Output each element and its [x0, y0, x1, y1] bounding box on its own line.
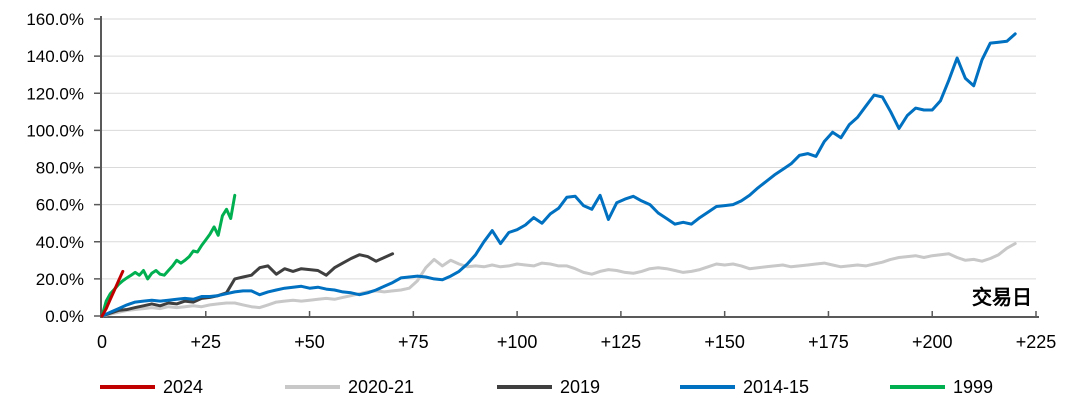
y-axis-label: 40.0%: [36, 233, 84, 252]
x-axis-label: +175: [808, 332, 849, 352]
y-axis-label: 100.0%: [26, 121, 84, 140]
legend-item-2014-15: 2014-15: [680, 372, 809, 402]
legend-item-2024: 2024: [100, 372, 203, 402]
x-axis-label: +225: [1016, 332, 1057, 352]
gridlines: [102, 18, 1036, 280]
legend-item-1999: 1999: [890, 372, 993, 402]
y-axis-label: 80.0%: [36, 159, 84, 178]
y-axis-label: 120.0%: [26, 84, 84, 103]
axis-tick-labels: 0.0% 20.0% 40.0% 60.0% 80.0% 100.0% 120.0% 140.…: [26, 10, 1056, 352]
x-axis-label: +100: [497, 332, 538, 352]
x-axis-title: 交易日: [972, 285, 1032, 309]
y-axis-label: 60.0%: [36, 196, 84, 215]
series-line-2019: [100, 252, 395, 318]
series-line-1999: [100, 193, 237, 318]
x-axis-label: +150: [704, 332, 745, 352]
x-axis-label: 0: [97, 332, 107, 352]
legend-swatch-2019: [497, 385, 552, 389]
legend-swatch-2024: [100, 385, 155, 389]
legend-swatch-2020-21: [285, 385, 340, 389]
axes: [94, 16, 1039, 318]
series-line-2014-15: [100, 32, 1017, 318]
legend-label: 2024: [163, 377, 204, 397]
legend-label: 2014-15: [743, 377, 810, 397]
legend-item-2019: 2019: [497, 372, 600, 402]
legend-swatch-2014-15: [680, 385, 735, 389]
legend-label: 1999: [953, 377, 994, 397]
legend-swatch-1999: [890, 385, 945, 389]
x-axis-label: +25: [191, 332, 222, 352]
x-axis-label: +50: [294, 332, 325, 352]
y-axis-label: 0.0%: [45, 307, 84, 326]
y-axis-label: 140.0%: [26, 47, 84, 66]
series-line-2024: [100, 269, 125, 318]
x-axis-label: +200: [912, 332, 953, 352]
legend-label: 2019: [560, 377, 601, 397]
legend-label: 2020-21: [348, 377, 415, 397]
legend-item-2020-21: 2020-21: [285, 372, 414, 402]
y-axis-label: 20.0%: [36, 270, 84, 289]
series-lines: [100, 32, 1017, 318]
chart-plot-area: 0.0% 20.0% 40.0% 60.0% 80.0% 100.0% 120.0% 140.…: [26, 10, 1056, 352]
series-line-2020-21: [100, 242, 1017, 318]
y-axis-label: 160.0%: [26, 10, 84, 29]
x-axis-label: +125: [601, 332, 642, 352]
x-axis-label: +75: [398, 332, 429, 352]
chart-legend: 2024 2020-21 2019 2014-15 1999: [0, 372, 1077, 408]
